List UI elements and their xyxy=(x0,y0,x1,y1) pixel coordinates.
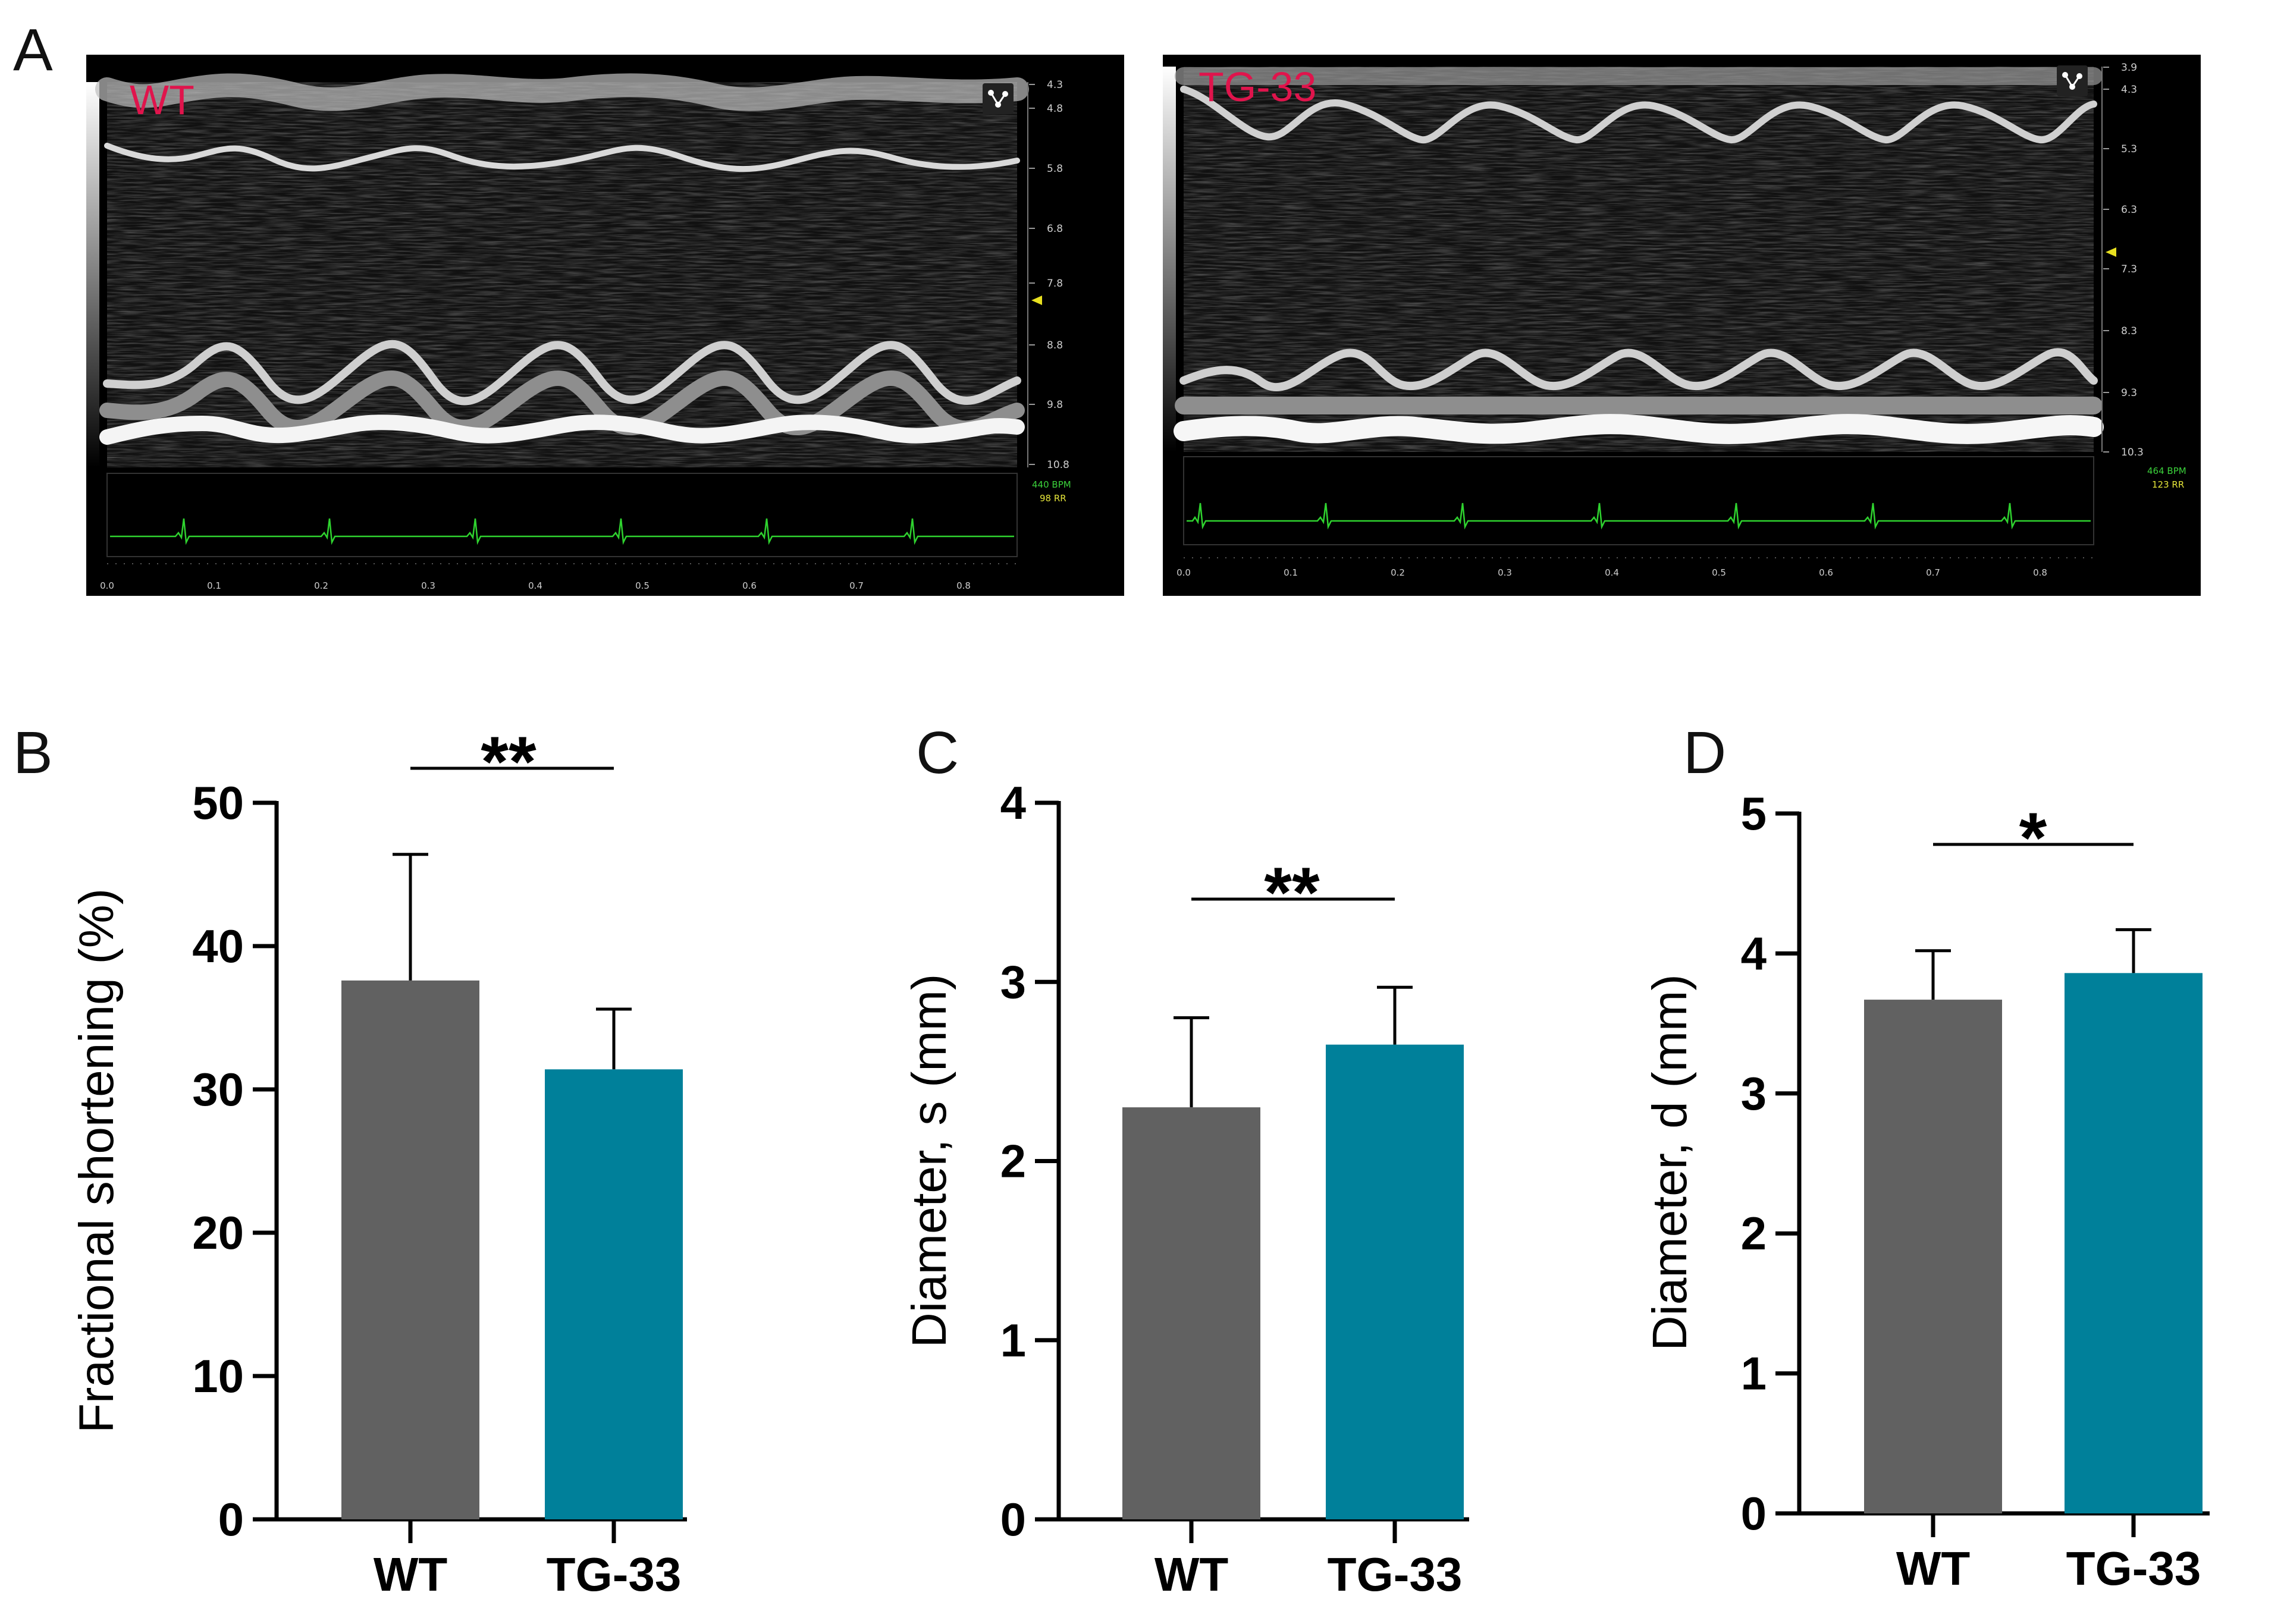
y-tick-label: 3 xyxy=(1741,1067,1767,1120)
ecg-box xyxy=(1183,456,2094,545)
y-tick-label: 40 xyxy=(192,920,244,972)
depth-tick-label: 7.8 xyxy=(1047,278,1063,290)
y-axis-label: Diameter, s (mm) xyxy=(902,974,956,1348)
y-tick-label: 0 xyxy=(218,1493,244,1546)
significance-stars: * xyxy=(2019,798,2047,878)
depth-tick-label: 7.3 xyxy=(2121,263,2137,275)
y-tick-label: 10 xyxy=(192,1350,244,1402)
time-tick-label: 0.7 xyxy=(849,580,864,591)
time-tick-label: 0.7 xyxy=(1926,567,1940,578)
time-tick-label: 0.3 xyxy=(421,580,435,591)
view-icon xyxy=(2057,65,2088,96)
depth-tick-label: 10.3 xyxy=(2121,447,2144,458)
chart-fractional-shortening: 0 10 20 30 40 50 WT TG-33 ** Fractional shortenin… xyxy=(70,722,687,1601)
depth-tick-label: 5.3 xyxy=(2121,143,2137,155)
bar-wt xyxy=(341,980,479,1519)
time-tick-label: 0.0 xyxy=(100,580,114,591)
bar-tg-33 xyxy=(2065,973,2203,1513)
y-tick-label: 0 xyxy=(1000,1493,1026,1546)
y-tick-label: 1 xyxy=(1000,1314,1026,1367)
depth-tick-label: 4.3 xyxy=(2121,84,2137,96)
ultrasound-label: WT xyxy=(130,77,194,123)
view-icon xyxy=(983,83,1014,114)
depth-marker xyxy=(2106,247,2116,257)
depth-tick-label: 9.8 xyxy=(1047,399,1063,411)
chart-diameter-s: 0 1 2 3 4 WT TG-33 ** Diameter, s (mm) xyxy=(902,777,1469,1601)
bpm-readout: 440 BPM xyxy=(1032,479,1071,490)
depth-tick-label: 3.9 xyxy=(2121,62,2137,74)
y-tick-label: 4 xyxy=(1000,777,1026,829)
y-tick-label: 0 xyxy=(1741,1487,1767,1540)
time-tick-label: 0.5 xyxy=(1712,567,1726,578)
chart-diameter-d: 0 1 2 3 4 5 WT TG-33 * Diameter, d (mm) xyxy=(1643,787,2210,1595)
category-label: WT xyxy=(374,1548,448,1601)
bar-tg-33 xyxy=(1326,1044,1464,1519)
time-tick-label: 0.1 xyxy=(1284,567,1298,578)
y-tick-label: 2 xyxy=(1000,1135,1026,1188)
time-tick-label: 0.2 xyxy=(1391,567,1405,578)
y-axis-label: Fractional shortening (%) xyxy=(70,888,124,1433)
ecg-trace xyxy=(1187,502,2091,530)
time-tick-label: 0.2 xyxy=(314,580,328,591)
time-tick-label: 0.4 xyxy=(1605,567,1619,578)
depth-tick-label: 4.3 xyxy=(1047,79,1063,91)
ecg-trace xyxy=(110,518,1014,545)
bpm-readout: 464 BPM xyxy=(2147,466,2186,476)
time-tick-label: 0.1 xyxy=(207,580,221,591)
time-tick-label: 0.4 xyxy=(528,580,542,591)
y-axis-label: Diameter, d (mm) xyxy=(1643,974,1697,1350)
category-label: WT xyxy=(1154,1548,1229,1601)
bar-wt xyxy=(1122,1107,1260,1519)
panel-label-c: C xyxy=(916,720,959,786)
category-label: TG-33 xyxy=(547,1548,682,1601)
time-tick-label: 0.3 xyxy=(1498,567,1512,578)
category-label: WT xyxy=(1896,1542,1971,1595)
time-tick-label: 0.6 xyxy=(742,580,757,591)
panel-label-b: B xyxy=(13,720,53,786)
y-tick-label: 4 xyxy=(1741,927,1767,979)
grayscale-bar xyxy=(1163,67,1176,452)
y-tick-label: 20 xyxy=(192,1207,244,1259)
time-tick-label: 0.8 xyxy=(956,580,971,591)
ecg-box xyxy=(106,473,1018,557)
depth-tick-label: 4.8 xyxy=(1047,103,1063,115)
time-tick-label: 0.8 xyxy=(2033,567,2047,578)
depth-marker xyxy=(1031,296,1042,305)
depth-tick-label: 8.3 xyxy=(2121,325,2137,337)
y-tick-label: 3 xyxy=(1000,956,1026,1008)
mmode-speckle xyxy=(1184,67,2094,452)
y-tick-label: 1 xyxy=(1741,1347,1767,1400)
grayscale-bar xyxy=(86,82,99,467)
bar-wt xyxy=(1864,1000,2002,1513)
time-tick-label: 0.6 xyxy=(1819,567,1833,578)
depth-tick-label: 6.8 xyxy=(1047,223,1063,235)
y-tick-label: 2 xyxy=(1741,1207,1767,1259)
ultrasound-tg33: TG-33 464 BPM 123 RR 3.9 4.3 5.3 6.3 7.3 8.3 9… xyxy=(1163,55,2201,596)
category-label: TG-33 xyxy=(1328,1548,1463,1601)
rr-readout: 98 RR xyxy=(1040,493,1066,504)
significance-stars: ** xyxy=(1264,853,1320,932)
bar-tg-33 xyxy=(545,1069,683,1519)
significance-stars: ** xyxy=(481,722,537,802)
panel-label-d: D xyxy=(1683,720,1726,786)
depth-tick-label: 8.8 xyxy=(1047,340,1063,351)
time-tick-label: 0.5 xyxy=(635,580,650,591)
y-tick-label: 30 xyxy=(192,1063,244,1116)
category-label: TG-33 xyxy=(2066,1542,2201,1595)
y-tick-label: 5 xyxy=(1741,787,1767,840)
time-tick-label: 0.0 xyxy=(1176,567,1191,578)
depth-tick-label: 9.3 xyxy=(2121,387,2137,399)
y-tick-label: 50 xyxy=(192,777,244,829)
ultrasound-label: TG-33 xyxy=(1199,64,1316,110)
mmode-speckle xyxy=(107,82,1017,467)
rr-readout: 123 RR xyxy=(2152,479,2184,490)
panel-label-a: A xyxy=(13,17,53,83)
depth-tick-label: 5.8 xyxy=(1047,163,1063,175)
depth-tick-label: 10.8 xyxy=(1047,459,1069,471)
ultrasound-wt: WT 440 BPM 98 RR 4.3 4.8 5.8 6.8 7.8 8.8 9.8 10… xyxy=(86,55,1124,596)
depth-tick-label: 6.3 xyxy=(2121,204,2137,216)
